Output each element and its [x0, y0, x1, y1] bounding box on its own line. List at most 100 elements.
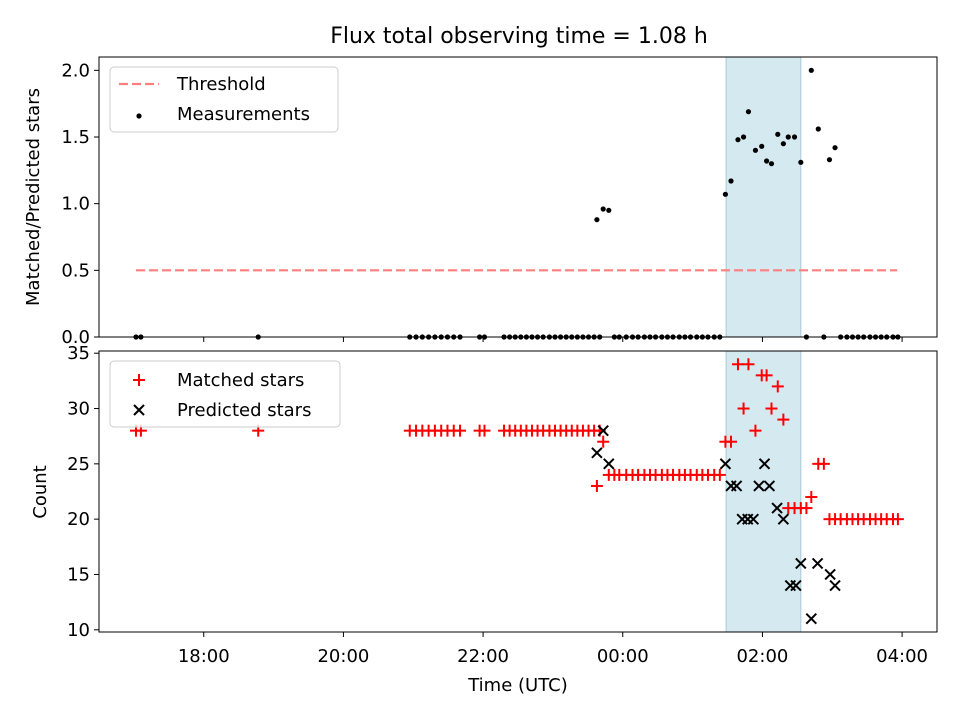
- x-stroke-b: [603, 458, 615, 470]
- x-stroke-b: [790, 579, 802, 592]
- x-stroke-b: [719, 458, 732, 470]
- x-stroke-b: [747, 513, 760, 525]
- measurement-point: [780, 141, 786, 147]
- count-ytick-label: 20: [67, 509, 90, 530]
- matched-star-point: [713, 468, 726, 481]
- measurement-point: [594, 217, 600, 223]
- predicted-star-point: [719, 458, 732, 470]
- x-stroke-b: [829, 579, 841, 592]
- matched-legend-label: Matched stars: [177, 370, 304, 391]
- count-ytick-label: 15: [67, 564, 90, 585]
- count-ytick-label: 30: [67, 399, 90, 420]
- observing-window-span-bottom: [725, 350, 802, 633]
- matched-star-point: [817, 457, 830, 470]
- matched-star-point: [765, 402, 778, 415]
- measurement-point: [808, 67, 814, 73]
- matched-star-point: [724, 435, 737, 448]
- x-stroke-b: [591, 447, 603, 459]
- ratio-ytick-label: 0.5: [61, 260, 90, 281]
- predicted-star-point: [777, 513, 790, 525]
- matched-star-point: [742, 358, 755, 371]
- measurements-legend-swatch: [136, 113, 142, 119]
- measurement-point: [826, 157, 833, 163]
- ratio-panel-ylabel: Matched/Predicted stars: [23, 88, 44, 306]
- predicted-star-point: [824, 568, 836, 581]
- matched-star-point: [597, 435, 610, 448]
- threshold-legend-label: Threshold: [176, 74, 266, 95]
- x-tick-label: 04:00: [876, 646, 928, 667]
- x-tick-label: 18:00: [178, 646, 230, 667]
- measurement-point: [832, 145, 838, 151]
- predicted-star-point: [747, 513, 760, 525]
- predicted-star-point: [795, 557, 807, 570]
- measurement-point: [798, 159, 804, 165]
- ratio-panel-frame: [98, 56, 938, 338]
- measurement-point: [815, 126, 821, 132]
- x-stroke-b: [811, 557, 824, 570]
- measurement-point: [785, 134, 791, 140]
- count-ytick-label: 25: [67, 454, 90, 475]
- matched-star-point: [760, 369, 773, 382]
- count-legend-box: [109, 360, 341, 428]
- measurement-point: [764, 158, 770, 164]
- chart-title: Flux total observing time = 1.08 h: [330, 24, 708, 49]
- measurement-point: [728, 178, 734, 184]
- predicted-star-point: [763, 480, 776, 492]
- x-stroke-b: [805, 613, 818, 625]
- x-stroke-b: [730, 480, 743, 492]
- matched-star-point: [478, 424, 491, 437]
- observing-window-span-top: [725, 56, 802, 338]
- measurement-point: [791, 134, 798, 140]
- predicted-star-point: [811, 557, 824, 570]
- predicted-star-point: [758, 458, 771, 470]
- x-stroke-b: [763, 480, 776, 492]
- matched-star-point: [771, 380, 784, 393]
- x-tick-label: 20:00: [317, 646, 369, 667]
- measurement-point: [759, 143, 765, 149]
- matched-star-point: [800, 502, 813, 515]
- predicted-star-point: [771, 502, 783, 514]
- measurement-point: [775, 131, 781, 137]
- count-panel-ylabel: Count: [30, 465, 51, 518]
- count-ytick-label: 10: [67, 620, 90, 641]
- x-tick-label: 22:00: [457, 646, 509, 667]
- predicted-star-point: [805, 613, 818, 625]
- measurement-point: [735, 137, 741, 143]
- ratio-legend-box: [109, 66, 339, 133]
- x-stroke-b: [777, 513, 790, 525]
- x-axis-label: Time (UTC): [467, 675, 568, 696]
- count-ytick-label: 35: [67, 343, 90, 364]
- measurement-point: [740, 134, 747, 140]
- matched-star-point: [749, 424, 762, 437]
- predicted-legend-label: Predicted stars: [177, 400, 311, 421]
- predicted-star-point: [603, 458, 615, 470]
- measurement-point: [606, 207, 612, 213]
- measurements-legend-label: Measurements: [177, 104, 310, 125]
- ratio-ytick-label: 1.0: [61, 194, 90, 215]
- x-stroke-b: [753, 480, 765, 492]
- measurement-point: [745, 109, 752, 115]
- predicted-star-point: [597, 424, 609, 437]
- ratio-legend: Threshold Measurements: [109, 66, 339, 133]
- matched-legend-swatch: [133, 374, 145, 386]
- matched-star-point: [454, 424, 467, 437]
- count-panel-frame: [98, 350, 938, 633]
- matched-star-point: [731, 358, 744, 371]
- measurement-point: [600, 206, 606, 212]
- matched-star-point: [590, 479, 603, 492]
- count-panel: 10 15 20 25 30 35 18:00 20:00 22:00 00:00 02:00 04:…: [30, 343, 938, 696]
- matched-star-point: [737, 402, 750, 415]
- matched-star-point: [805, 491, 818, 504]
- matched-star-point: [891, 513, 904, 526]
- predicted-star-point: [790, 579, 802, 592]
- ratio-ytick-label: 1.5: [61, 127, 90, 148]
- matched-star-point: [777, 413, 790, 426]
- measurement-point: [722, 191, 729, 197]
- x-stroke-b: [758, 458, 771, 470]
- x-tick-label: 00:00: [597, 646, 649, 667]
- predicted-star-point: [730, 480, 743, 492]
- predicted-star-point: [591, 447, 603, 459]
- ratio-ytick-label: 2.0: [61, 60, 90, 81]
- x-stroke-b: [824, 568, 836, 581]
